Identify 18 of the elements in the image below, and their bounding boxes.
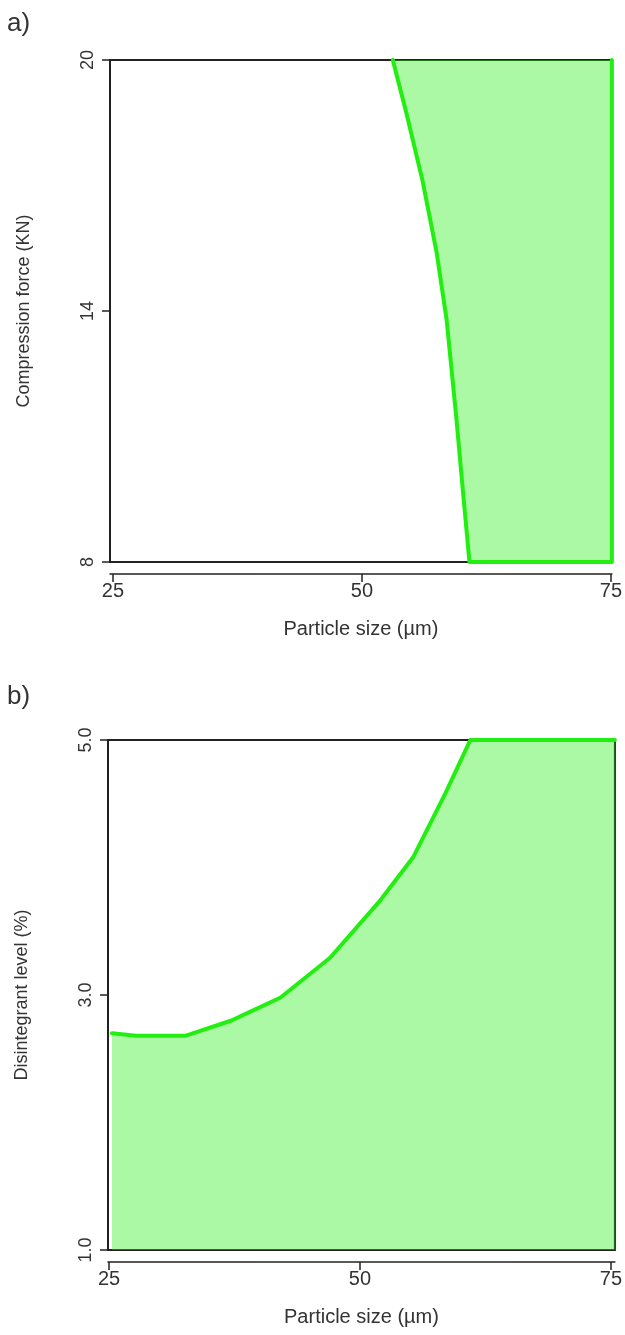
chart-title: a)	[7, 7, 31, 37]
y-tick-label: 14	[77, 300, 97, 322]
x-axis-title: Particle size (µm)	[283, 617, 439, 639]
chart-title: b)	[7, 680, 31, 710]
x-tick-label: 50	[350, 579, 374, 601]
x-tick-label: 25	[101, 579, 125, 601]
y-tick-label: 1.0	[75, 1237, 95, 1263]
x-tick-label: 50	[348, 1267, 372, 1289]
y-tick-label: 5.0	[75, 727, 95, 753]
y-tick-label: 20	[77, 49, 97, 71]
y-tick-label: 3.0	[75, 982, 95, 1008]
x-tick-label: 25	[97, 1267, 121, 1289]
x-tick-label: 75	[599, 1267, 622, 1289]
y-axis-title: Disintegrant level (%)	[11, 909, 31, 1081]
x-axis-title: Particle size (µm)	[284, 1305, 439, 1327]
y-axis-title: Compression force (KN)	[13, 214, 33, 408]
x-tick-label: 75	[599, 579, 622, 601]
y-tick-label: 8	[77, 556, 97, 568]
